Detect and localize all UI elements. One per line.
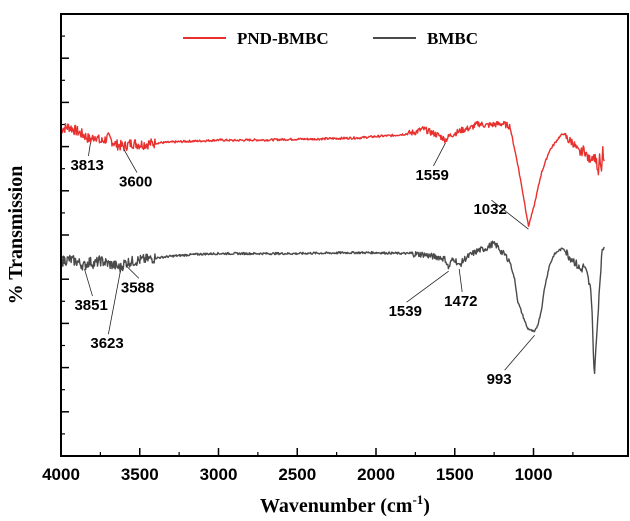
annotation-leader-1472 [458, 268, 463, 292]
annotation-label-3600: 3600 [119, 174, 152, 191]
annotation-label-3623: 3623 [90, 335, 123, 352]
x-tick-label-1500: 1500 [436, 465, 474, 484]
y-axis-ticks [61, 13, 69, 457]
annotation-leader-3623 [107, 271, 121, 335]
legend: PND-BMBC BMBC [183, 29, 478, 48]
annotation-leader-1539 [406, 270, 449, 303]
x-tick-label-2500: 2500 [278, 465, 316, 484]
annotation-leader-1032 [491, 199, 529, 230]
annotation-leader-3600 [123, 149, 138, 173]
series-line-bmbc [62, 240, 605, 374]
annotation-leader-1559 [433, 142, 446, 167]
plot-frame [60, 13, 629, 457]
annotation-label-993: 993 [487, 371, 512, 388]
annotation-label-3851: 3851 [74, 297, 107, 314]
x-tick-label-3500: 3500 [121, 465, 159, 484]
annotation-label-1559: 1559 [415, 167, 448, 184]
annotation-leader-3813 [88, 142, 91, 157]
y-axis-title: % Transmission [5, 166, 27, 305]
annotation-label-1539: 1539 [389, 303, 422, 320]
series-line-pnd-bmbc [62, 120, 605, 227]
x-tick-label-1000: 1000 [515, 465, 553, 484]
peak-annotations: 3813 3600 1559 1032 3851 3623 3588 1539 1472 993 [70, 142, 535, 388]
x-tick-label-2000: 2000 [357, 465, 395, 484]
x-tick-label-4000: 4000 [42, 465, 80, 484]
annotation-label-3813: 3813 [70, 157, 103, 174]
x-axis-ticks: 4000 3500 3000 2500 2000 1500 1000 [42, 448, 574, 484]
annotation-label-1032: 1032 [473, 201, 506, 218]
annotation-label-1472: 1472 [444, 293, 477, 310]
annotation-leader-993 [504, 334, 535, 371]
legend-label-pnd-bmbc: PND-BMBC [237, 29, 329, 48]
legend-label-bmbc: BMBC [427, 29, 478, 48]
x-tick-label-3000: 3000 [200, 465, 238, 484]
annotation-leader-3588 [125, 265, 140, 279]
annotation-leader-3851 [84, 268, 93, 297]
annotation-label-3588: 3588 [121, 279, 154, 296]
x-axis-title: Wavenumber (cm-1) [260, 492, 430, 517]
